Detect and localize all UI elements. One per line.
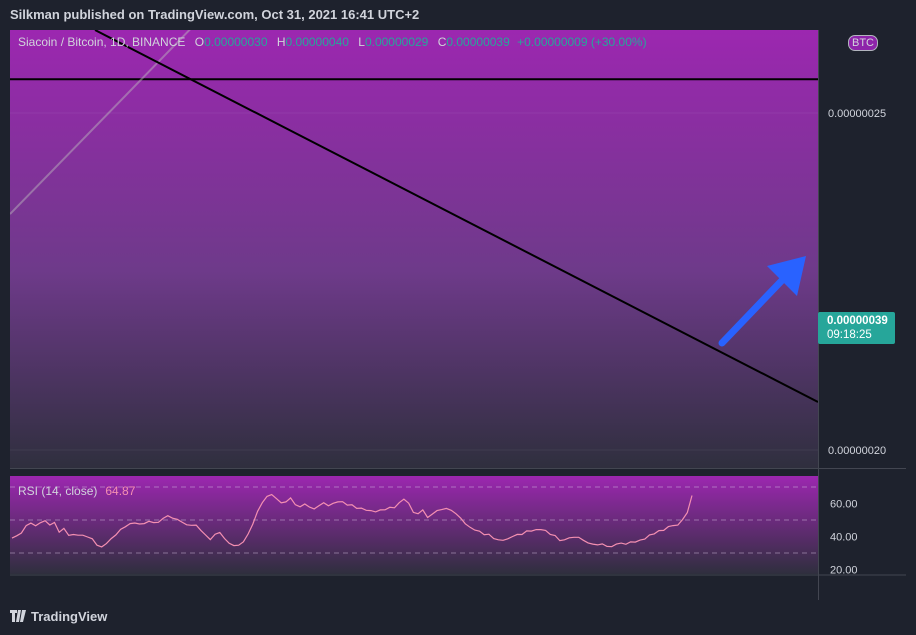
last-price-label: 0.00000039 09:18:25 [818, 312, 895, 344]
symbol-legend: Siacoin / Bitcoin, 1D, BINANCE O0.000000… [18, 35, 647, 49]
rsi-tick-label: 40.00 [830, 532, 858, 544]
arrow-shaft [718, 268, 794, 347]
symbol-name[interactable]: Siacoin / Bitcoin, 1D, BINANCE [18, 35, 186, 49]
rsi-value: 64.87 [105, 484, 136, 498]
open-label: O [194, 35, 205, 49]
descending-trendline [94, 30, 818, 403]
drawings-layer [10, 30, 818, 403]
change-value: +0.00000009 (+30.00%) [517, 35, 647, 49]
top-bar [0, 0, 916, 30]
rsi-axis-labels: 20.00 40.00 60.00 [830, 499, 858, 577]
tradingview-logo-icon [10, 610, 26, 622]
rsi-pane-background [10, 476, 818, 574]
tradingview-logo[interactable]: TradingView [10, 609, 107, 624]
last-price-value: 0.00000039 [827, 315, 888, 327]
low-label: L [358, 35, 365, 49]
high-label: H [276, 35, 286, 49]
rsi-legend: RSI (14, close) 64.87 [18, 484, 135, 498]
gridlines [10, 112, 818, 451]
open-value: 0.00000030 [204, 35, 268, 49]
rsi-scale-background [818, 476, 906, 574]
price-axis-labels: 0.000000200.000000250.000000300.00000035… [828, 108, 886, 457]
currency-badge[interactable]: BTC [848, 35, 878, 51]
price-tick-label: 0.00000025 [828, 108, 886, 120]
price-tick-label: 0.00000020 [828, 445, 886, 457]
rsi-line [11, 493, 693, 548]
publisher-info: Silkman published on TradingView.com, Oc… [10, 7, 420, 22]
brand-name: TradingView [31, 609, 108, 624]
price-scale-background [818, 30, 906, 468]
rsi-series [10, 486, 818, 554]
close-label: C [437, 35, 447, 49]
rising-trendline [10, 30, 191, 215]
footer-bar [0, 602, 916, 635]
close-value: 0.00000039 [446, 35, 510, 49]
price-pane-background [10, 30, 818, 468]
bar-countdown: 09:18:25 [827, 329, 872, 341]
low-value: 0.00000029 [364, 35, 429, 49]
rsi-tick-label: 20.00 [830, 565, 858, 577]
rsi-tick-label: 60.00 [830, 499, 858, 511]
rsi-label[interactable]: RSI (14, close) [18, 484, 98, 498]
high-value: 0.00000040 [285, 35, 349, 49]
arrow-head [767, 256, 806, 296]
